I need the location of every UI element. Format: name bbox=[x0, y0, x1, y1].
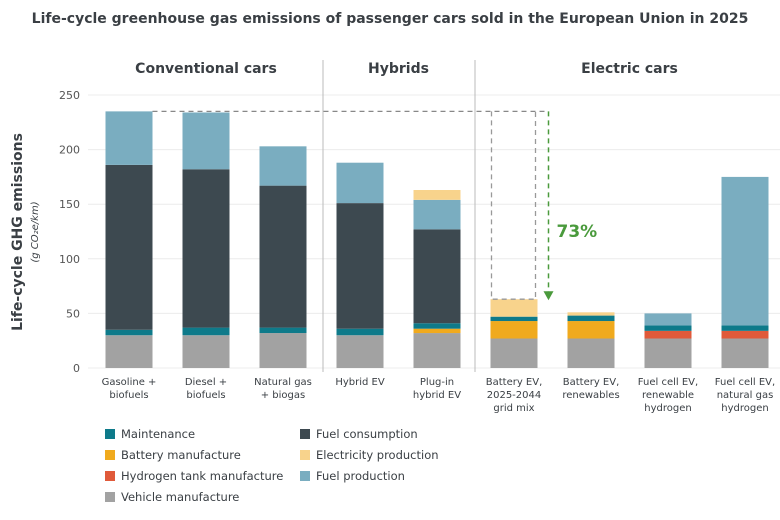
y-tick-label: 200 bbox=[59, 144, 80, 157]
legend-label: Vehicle manufacture bbox=[121, 490, 239, 504]
bar-segment-hydrogen-tank-manufacture bbox=[644, 330, 692, 339]
bar-segment-vehicle-manufacture bbox=[182, 335, 230, 368]
legend-swatch bbox=[300, 429, 310, 439]
bar-segment-battery-manufacture bbox=[567, 321, 615, 339]
bar-segment-maintenance bbox=[336, 328, 384, 336]
bar-segment-vehicle-manufacture bbox=[259, 333, 307, 368]
x-tick-label: Natural gas bbox=[254, 377, 312, 388]
bar-segment-electricity-production bbox=[567, 312, 615, 316]
legend-swatch bbox=[105, 471, 115, 481]
x-tick-label: renewable bbox=[642, 390, 694, 401]
bar-segment-vehicle-manufacture bbox=[490, 338, 538, 368]
legend-label: Maintenance bbox=[121, 427, 195, 441]
x-tick-label: hybrid EV bbox=[413, 390, 461, 401]
group-header: Electric cars bbox=[581, 61, 678, 77]
y-tick-label: 50 bbox=[66, 307, 80, 320]
x-tick-label: hydrogen bbox=[721, 403, 768, 414]
legend-label: Battery manufacture bbox=[121, 448, 241, 462]
y-axis-label: Life-cycle GHG emissions bbox=[10, 133, 26, 331]
reduction-arrow-head bbox=[543, 291, 554, 301]
y-tick-label: 100 bbox=[59, 253, 80, 266]
chart-title: Life-cycle greenhouse gas emissions of p… bbox=[32, 11, 749, 27]
legend-swatch bbox=[300, 450, 310, 460]
bar-segment-fuel-production bbox=[259, 146, 307, 186]
x-tick-label: Plug-in bbox=[420, 377, 454, 388]
bar-segment-maintenance bbox=[490, 316, 538, 322]
bar-segment-electricity-production bbox=[413, 190, 461, 200]
bar-segment-vehicle-manufacture bbox=[413, 333, 461, 368]
bar-segment-electricity-production bbox=[490, 299, 538, 317]
x-tick-label: Diesel + bbox=[185, 377, 227, 388]
x-tick-label: Battery EV, bbox=[563, 377, 620, 388]
group-header: Hybrids bbox=[368, 61, 429, 77]
bar-segment-maintenance bbox=[182, 327, 230, 336]
reference-box bbox=[490, 111, 537, 300]
legend-swatch bbox=[105, 429, 115, 439]
bar-segment-fuel-production bbox=[413, 199, 461, 230]
bar-segment-fuel-consumption bbox=[413, 229, 461, 324]
x-tick-label: Fuel cell EV, bbox=[638, 377, 698, 388]
y-tick-label: 0 bbox=[73, 362, 80, 375]
x-tick-label: biofuels bbox=[109, 390, 148, 401]
x-tick-label: natural gas bbox=[717, 390, 774, 401]
bar-segment-fuel-production bbox=[105, 111, 153, 165]
bar-segment-maintenance bbox=[721, 325, 769, 331]
x-tick-label: + biogas bbox=[261, 390, 306, 401]
bar-segment-vehicle-manufacture bbox=[105, 335, 153, 368]
x-tick-label: Gasoline + bbox=[102, 377, 157, 388]
legend-label: Hydrogen tank manufacture bbox=[121, 469, 283, 483]
bar-segment-fuel-production bbox=[721, 176, 769, 326]
bar-segment-vehicle-manufacture bbox=[721, 338, 769, 368]
legend-swatch bbox=[300, 471, 310, 481]
x-tick-label: grid mix bbox=[493, 403, 534, 414]
legend-swatch bbox=[105, 492, 115, 502]
bar-segment-fuel-consumption bbox=[259, 185, 307, 328]
y-tick-label: 250 bbox=[59, 89, 80, 102]
bar-segment-fuel-production bbox=[336, 162, 384, 204]
bar-segment-fuel-consumption bbox=[182, 169, 230, 328]
x-tick-label: Fuel cell EV, bbox=[715, 377, 775, 388]
bar-segment-maintenance bbox=[105, 329, 153, 336]
bar-segment-vehicle-manufacture bbox=[644, 338, 692, 368]
bar-segment-maintenance bbox=[259, 327, 307, 334]
bar-segment-fuel-production bbox=[182, 112, 230, 170]
bar-segment-fuel-consumption bbox=[105, 164, 153, 330]
legend-label: Fuel production bbox=[316, 469, 405, 483]
bar-segment-maintenance bbox=[567, 315, 615, 322]
bar-segment-vehicle-manufacture bbox=[567, 338, 615, 368]
y-tick-label: 150 bbox=[59, 198, 80, 211]
x-tick-label: Hybrid EV bbox=[335, 377, 385, 388]
bar-segment-maintenance bbox=[644, 325, 692, 331]
bar-segment-fuel-consumption bbox=[336, 203, 384, 329]
legend-label: Fuel consumption bbox=[316, 427, 418, 441]
x-tick-label: biofuels bbox=[186, 390, 225, 401]
legend-label: Electricity production bbox=[316, 448, 439, 462]
x-tick-label: renewables bbox=[562, 390, 619, 401]
legend-swatch bbox=[105, 450, 115, 460]
bar-segment-maintenance bbox=[413, 323, 461, 329]
bar-segment-battery-manufacture bbox=[413, 328, 461, 334]
reduction-label: 73% bbox=[557, 222, 598, 242]
x-tick-label: 2025-2044 bbox=[487, 390, 542, 401]
bar-segment-battery-manufacture bbox=[490, 321, 538, 339]
bar-segment-fuel-production bbox=[644, 313, 692, 326]
group-header: Conventional cars bbox=[135, 61, 277, 77]
bar-segment-vehicle-manufacture bbox=[336, 335, 384, 368]
x-tick-label: Battery EV, bbox=[486, 377, 543, 388]
bar-segment-hydrogen-tank-manufacture bbox=[721, 330, 769, 339]
x-tick-label: hydrogen bbox=[644, 403, 691, 414]
y-axis-unit: (g CO₂e/km) bbox=[30, 201, 41, 262]
